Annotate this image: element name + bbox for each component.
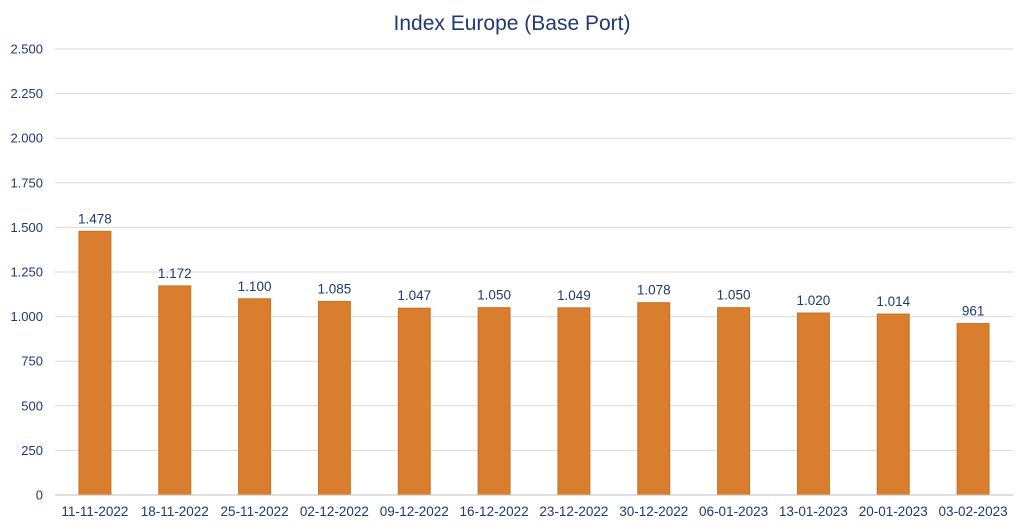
bar: [78, 230, 112, 496]
data-label: 1.078: [637, 283, 671, 298]
data-label: 1.478: [78, 211, 112, 226]
data-label: 1.050: [477, 288, 511, 303]
x-tick-label: 20-01-2023: [859, 504, 928, 519]
y-axis-ticks: 0 250 500 750 1.000 1.250 1.500 1.750 2.000 2.250…: [10, 42, 43, 503]
bar: [637, 302, 671, 496]
data-label: 1.049: [557, 288, 591, 303]
x-axis-ticks: 11-11-2022 18-11-2022 25-11-2022 02-12-2022…: [61, 504, 1007, 519]
x-tick-label: 23-12-2022: [539, 504, 608, 519]
bar: [158, 285, 192, 496]
x-tick-label: 06-01-2023: [699, 504, 768, 519]
bars: [78, 230, 990, 496]
data-labels: 1.478 1.172 1.100 1.085 1.047 1.050 1.049 1.078…: [78, 211, 984, 318]
bar: [238, 298, 272, 496]
data-label: 1.085: [318, 281, 352, 296]
y-tick-label: 500: [21, 398, 43, 413]
bar: [956, 323, 990, 496]
y-tick-label: 1.250: [10, 265, 43, 280]
bar: [397, 307, 431, 496]
bar: [317, 300, 351, 496]
x-tick-label: 11-11-2022: [61, 504, 128, 519]
x-tick-label: 13-01-2023: [779, 504, 848, 519]
data-label: 1.020: [797, 293, 831, 308]
data-label: 1.172: [158, 266, 192, 281]
x-tick-label: 25-11-2022: [221, 504, 289, 519]
chart-title: Index Europe (Base Port): [394, 12, 631, 35]
y-tick-label: 0: [36, 488, 43, 503]
y-tick-label: 1.500: [10, 220, 43, 235]
y-tick-label: 2.250: [10, 86, 43, 101]
y-tick-label: 750: [21, 354, 43, 369]
data-label: 1.014: [876, 294, 910, 309]
x-tick-label: 03-02-2023: [939, 504, 1008, 519]
bar: [477, 307, 511, 496]
data-label: 1.050: [717, 288, 751, 303]
x-tick-label: 09-12-2022: [380, 504, 449, 519]
y-tick-label: 2.500: [10, 42, 43, 57]
y-tick-label: 250: [21, 443, 43, 458]
bar: [876, 313, 910, 496]
x-tick-label: 18-11-2022: [141, 504, 209, 519]
x-tick-label: 30-12-2022: [619, 504, 688, 519]
bar: [557, 307, 591, 496]
bar: [717, 307, 751, 496]
x-tick-label: 16-12-2022: [460, 504, 529, 519]
y-tick-label: 1.750: [10, 175, 43, 190]
data-label: 1.100: [238, 279, 272, 294]
bar: [796, 312, 830, 496]
gridlines: [55, 48, 1013, 451]
y-tick-label: 2.000: [10, 131, 43, 146]
x-tick-label: 02-12-2022: [300, 504, 369, 519]
data-label: 1.047: [397, 288, 431, 303]
data-label: 961: [962, 304, 985, 319]
y-tick-label: 1.000: [10, 309, 43, 324]
